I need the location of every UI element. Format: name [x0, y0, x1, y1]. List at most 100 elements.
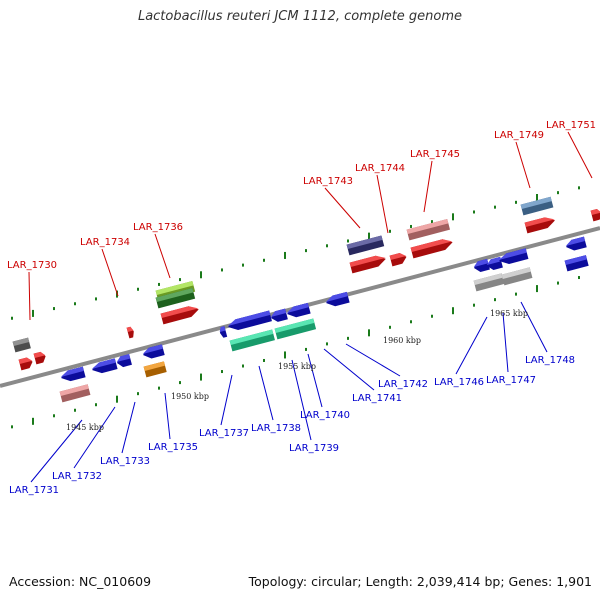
gene-highlight	[142, 344, 164, 355]
scale-label: 1955 kbp	[278, 362, 316, 371]
gene-highlight	[286, 302, 309, 314]
leader-line	[258, 365, 274, 421]
gene-feature	[274, 318, 317, 340]
gene-feature	[60, 366, 86, 382]
gene-feature	[126, 326, 134, 339]
gene-highlight	[473, 258, 489, 268]
gene-highlight	[590, 209, 600, 216]
gene-label-lar_1731: LAR_1731	[9, 485, 59, 496]
scale-label: 1950 kbp	[171, 392, 209, 401]
leader-line	[323, 348, 375, 391]
gene-highlight	[406, 218, 449, 235]
gene-feature	[524, 217, 556, 234]
gene-highlight	[486, 256, 502, 266]
gene-highlight	[116, 354, 131, 363]
gene-feature	[270, 308, 288, 322]
gene-label-lar_1746: LAR_1746	[434, 377, 484, 388]
gene-label-lar_1737: LAR_1737	[199, 428, 249, 439]
leader-line	[345, 343, 401, 377]
gene-feature	[18, 357, 33, 371]
gene-label-lar_1741: LAR_1741	[352, 393, 402, 404]
gene-label-lar_1738: LAR_1738	[251, 423, 301, 434]
gene-feature	[565, 236, 587, 251]
gene-feature	[286, 302, 311, 318]
gene-feature	[116, 354, 132, 368]
topology-text: Topology: circular; Length: 2,039,414 bp…	[248, 574, 592, 589]
gene-feature	[590, 209, 600, 222]
scale-ticks	[11, 186, 580, 429]
leader-line	[567, 131, 593, 179]
leader-line	[164, 392, 171, 440]
gene-label-lar_1740: LAR_1740	[300, 410, 350, 421]
gene-highlight	[389, 253, 407, 261]
leader-line	[423, 160, 433, 213]
gene-label-lar_1744: LAR_1744	[355, 163, 405, 174]
leader-line	[220, 374, 233, 426]
gene-highlight	[498, 248, 527, 261]
gene-highlight	[325, 291, 348, 303]
leader-line	[376, 174, 389, 234]
gene-feature	[227, 310, 272, 331]
gene-feature	[59, 384, 91, 403]
gene-highlight	[227, 310, 271, 327]
gene-highlight	[18, 357, 33, 365]
gene-highlight	[155, 288, 194, 303]
gene-highlight	[565, 236, 586, 247]
gene-features	[12, 196, 600, 403]
gene-label-lar_1745: LAR_1745	[410, 149, 460, 160]
gene-feature	[349, 255, 386, 274]
map-title: Lactobacillus reuteri JCM 1112, complete…	[137, 9, 463, 24]
leader-line	[520, 301, 548, 353]
leader-line	[28, 271, 31, 321]
scale-label: 1960 kbp	[383, 336, 421, 345]
gene-highlight	[520, 196, 552, 210]
gene-label-lar_1739: LAR_1739	[289, 443, 339, 454]
leader-line	[101, 248, 119, 297]
gene-label-lar_1732: LAR_1732	[52, 471, 102, 482]
gene-highlight	[91, 358, 116, 370]
gene-highlight	[126, 326, 134, 333]
leader-line	[515, 141, 531, 189]
scale-label: 1965 kbp	[490, 309, 528, 318]
gene-feature	[473, 258, 490, 272]
gene-feature	[501, 267, 533, 286]
gene-highlight	[501, 267, 531, 280]
gene-highlight	[473, 273, 503, 286]
gene-feature	[520, 196, 554, 216]
gene-feature	[160, 306, 199, 325]
scale-label: 1945 kbp	[66, 423, 104, 432]
gene-feature	[155, 288, 196, 309]
leader-line	[73, 406, 116, 469]
gene-feature	[346, 235, 385, 256]
gene-label-lar_1748: LAR_1748	[525, 355, 575, 366]
gene-feature	[473, 273, 505, 292]
gene-label-lar_1747: LAR_1747	[486, 375, 536, 386]
gene-highlight	[219, 326, 226, 333]
gene-shape	[160, 306, 199, 325]
gene-feature	[564, 255, 589, 272]
leader-line	[502, 312, 509, 373]
gene-highlight	[143, 361, 166, 372]
leader-line	[121, 401, 136, 454]
gene-feature	[389, 253, 407, 267]
gene-feature	[325, 291, 350, 307]
gene-label-lar_1751: LAR_1751	[546, 120, 596, 131]
gene-highlight	[410, 239, 453, 253]
gene-feature	[219, 326, 228, 338]
gene-feature	[33, 351, 46, 365]
gene-highlight	[229, 329, 274, 346]
gene-highlight	[349, 255, 386, 268]
gene-highlight	[346, 235, 383, 250]
gene-feature	[406, 218, 451, 241]
leader-line	[291, 359, 312, 441]
leader-line	[30, 419, 83, 483]
accession-text: Accession: NC_010609	[9, 574, 152, 589]
gene-label-lar_1733: LAR_1733	[100, 456, 150, 467]
gene-highlight	[564, 255, 588, 266]
gene-shape	[349, 255, 386, 274]
leader-line	[307, 353, 323, 408]
gene-feature	[142, 344, 165, 359]
scale-labels: 1945 kbp 1950 kbp 1955 kbp 1960 kbp 1965 kbp	[66, 309, 528, 432]
gene-feature	[410, 239, 453, 259]
